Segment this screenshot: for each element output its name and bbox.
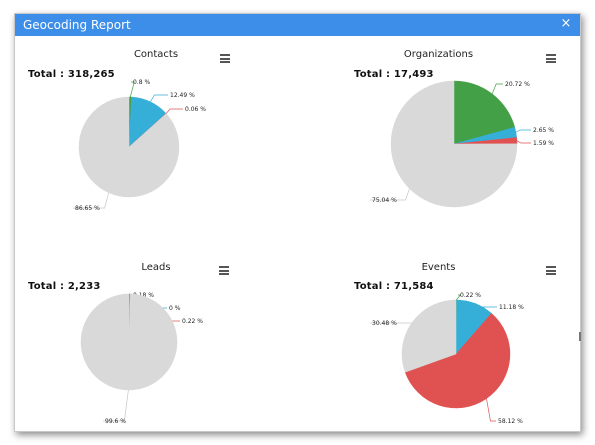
pie-data-label: 0.18 % [133, 292, 154, 299]
dialog-title: Geocoding Report [23, 18, 131, 32]
pie-data-label: 12.49 % [170, 92, 195, 99]
pie-data-label: 86.65 % [75, 205, 100, 212]
pie-connector-line [456, 294, 462, 301]
geocoding-report-dialog: Geocoding Report × Contacts Total : 318,… [14, 13, 581, 432]
pie-connector-line [370, 188, 410, 201]
pie-slice[interactable] [78, 96, 180, 198]
chart-title: Contacts [133, 49, 179, 60]
pie-connector-line [486, 398, 496, 422]
hamburger-menu-icon[interactable] [546, 54, 556, 63]
pie-data-label: 75.04 % [372, 197, 397, 204]
pie-data-label: 11.18 % [499, 304, 524, 311]
hamburger-menu-icon[interactable] [546, 266, 556, 275]
chart-title: Events [421, 262, 456, 273]
pie-data-label: 30.48 % [372, 320, 397, 327]
pie-connector-line [73, 192, 109, 209]
pie-connector-line [165, 108, 183, 114]
pie-connector-line [515, 129, 531, 133]
chart-panel-organizations: Organizations Total : 17,493 [297, 36, 580, 236]
chart-panel-events: Events Total : 71,584 [297, 236, 580, 431]
chart-title: Leads [141, 262, 171, 273]
pie-slice[interactable] [404, 312, 511, 409]
chart-title: Organizations [403, 49, 474, 60]
pie-data-label: 0.06 % [185, 106, 206, 113]
pie-chart-leads: 0.18 % 0 %0.22 % 99.6 % [80, 292, 203, 425]
pie-chart-organizations: 20.72 % 2.65 % 1.59 % 75.04 % [370, 80, 554, 208]
pie-data-label: 58.12 % [498, 418, 523, 425]
pie-data-label: 20.72 % [505, 81, 530, 88]
total-label: Total : 318,265 [28, 69, 115, 80]
hamburger-menu-icon[interactable] [219, 266, 229, 275]
total-label: Total : 2,233 [28, 281, 101, 292]
pie-connector-line [150, 94, 168, 102]
resize-handle[interactable] [579, 332, 581, 341]
pie-slice[interactable] [401, 299, 457, 373]
pie-connector-line [475, 303, 497, 308]
total-label: Total : 17,493 [354, 69, 434, 80]
pie-chart-events: 0.22 % 11.18 % 58.12 % 30.48 % [370, 292, 524, 425]
dialog-titlebar: Geocoding Report × [15, 14, 580, 36]
chart-panel-leads: Leads Total : 2,233 [15, 236, 297, 431]
pie-data-label: 1.59 % [533, 140, 554, 147]
pie-data-label: 0.22 % [460, 292, 481, 299]
close-icon[interactable]: × [560, 16, 572, 31]
total-label: Total : 71,584 [354, 281, 434, 292]
pie-connector-line [491, 83, 503, 95]
pie-data-label: 0 % [169, 305, 181, 312]
chart-panel-contacts: Contacts Total : 318,265 [15, 36, 297, 236]
pie-data-label: 99.6 % [105, 418, 126, 425]
pie-slice[interactable] [80, 293, 178, 391]
pie-connector-line [129, 81, 135, 98]
pie-data-label: 2.65 % [533, 127, 554, 134]
pie-data-label: 0.8 % [133, 79, 150, 86]
pie-connector-line [103, 389, 129, 422]
pie-chart-contacts: 0.8 % 12.49 % 0.06 % 86.65 % [73, 79, 206, 212]
pie-connector-line [516, 140, 531, 144]
pie-slice[interactable] [453, 80, 516, 145]
pie-data-label: 0.22 % [182, 318, 203, 325]
pie-slice[interactable] [390, 80, 518, 208]
hamburger-menu-icon[interactable] [220, 54, 230, 63]
